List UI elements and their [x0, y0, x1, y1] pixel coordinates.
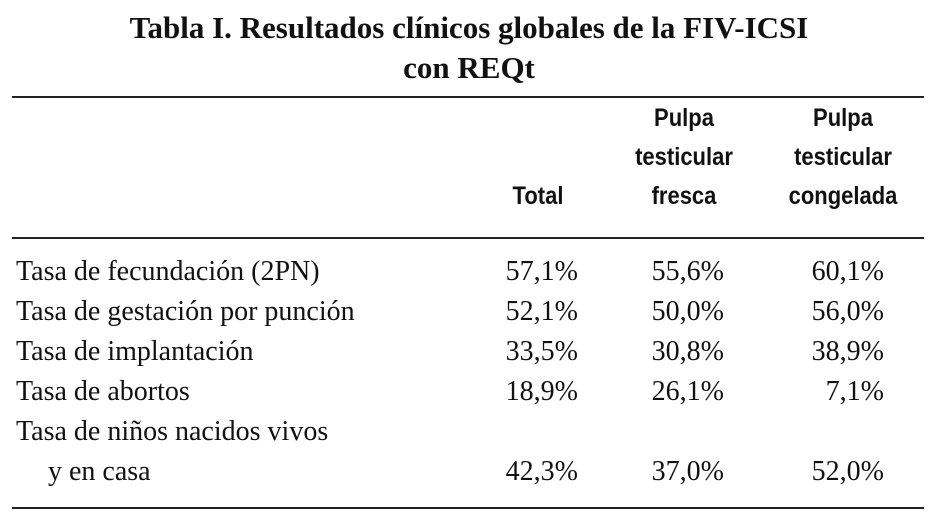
cell-value: 50,0% [651, 296, 724, 327]
column-header: fresca [651, 182, 717, 210]
rule [12, 237, 924, 239]
column-header: congelada [788, 182, 898, 210]
cell-value: 33,5% [505, 336, 578, 367]
row-label: y en casa [48, 456, 151, 487]
column-header: Pulpa [654, 104, 714, 132]
cell-value: 30,8% [651, 336, 724, 367]
cell-value: 52,1% [505, 296, 578, 327]
column-header: testicular [635, 143, 733, 171]
cell-value: 38,9% [811, 336, 884, 367]
row-label: Tasa de gestación por punción [16, 296, 355, 327]
row-label: Tasa de niños nacidos vivos [16, 416, 329, 447]
rule [12, 96, 924, 98]
cell-value: 56,0% [811, 296, 884, 327]
cell-value: 7,1% [825, 376, 884, 407]
row-label: Tasa de abortos [16, 376, 190, 407]
column-header: testicular [794, 143, 892, 171]
cell-value: 57,1% [505, 256, 578, 287]
cell-value: 42,3% [505, 456, 578, 487]
title: Tabla I. Resultados clínicos globales de… [129, 10, 809, 45]
rule [12, 507, 924, 509]
cell-value: 55,6% [651, 256, 724, 287]
cell-value: 60,1% [811, 256, 884, 287]
cell-value: 26,1% [651, 376, 724, 407]
row-label: Tasa de implantación [16, 336, 254, 367]
cell-value: 37,0% [651, 456, 724, 487]
title: con REQt [403, 50, 535, 85]
column-header: Total [512, 182, 564, 210]
cell-value: 18,9% [505, 376, 578, 407]
row-label: Tasa de fecundación (2PN) [16, 256, 320, 287]
column-header: Pulpa [813, 104, 873, 132]
cell-value: 52,0% [811, 456, 884, 487]
